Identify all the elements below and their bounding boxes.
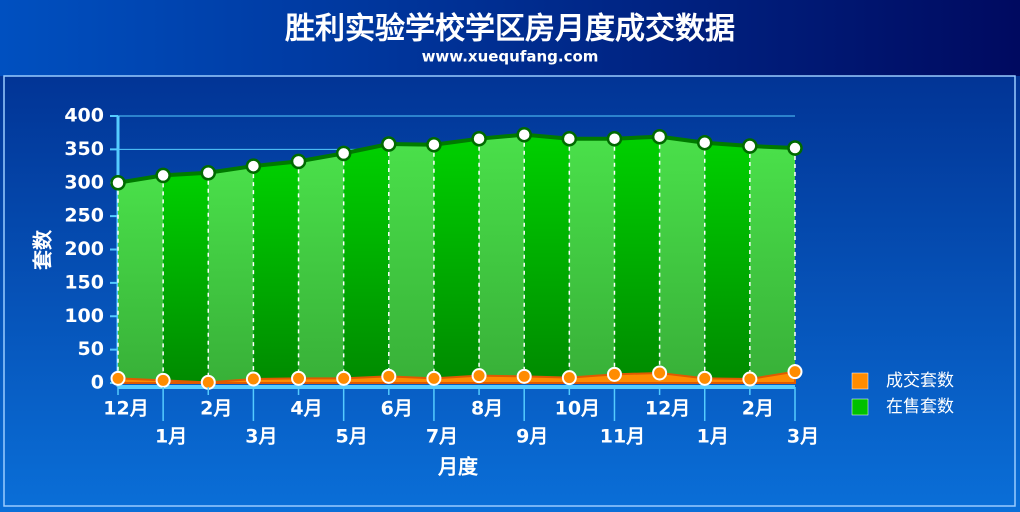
data-point xyxy=(155,167,171,184)
data-point xyxy=(516,368,532,384)
x-tick-label: 3月 xyxy=(245,426,277,448)
y-tick-label: 400 xyxy=(64,105,104,127)
data-point xyxy=(742,138,758,154)
data-point xyxy=(426,370,442,386)
data-point xyxy=(561,370,577,386)
data-point xyxy=(471,368,487,384)
data-point xyxy=(787,364,803,380)
y-axis-label: 套数 xyxy=(31,229,55,270)
area-band xyxy=(524,134,570,383)
y-tick-label: 350 xyxy=(64,138,104,160)
frame xyxy=(3,75,1016,507)
data-point xyxy=(200,374,216,390)
x-tick-label: 8月 xyxy=(471,398,503,420)
data-point xyxy=(516,126,532,143)
y-tick-label: 50 xyxy=(78,338,104,360)
data-point xyxy=(381,368,397,384)
area-band xyxy=(388,144,434,383)
area-band xyxy=(298,153,344,383)
data-point xyxy=(606,366,622,382)
x-tick-label: 1月 xyxy=(697,426,729,448)
data-point xyxy=(561,130,578,147)
area-band xyxy=(479,134,525,383)
area-band xyxy=(659,136,705,383)
series-line xyxy=(117,132,796,185)
data-point xyxy=(652,365,668,381)
x-tick-label: 6月 xyxy=(381,398,413,420)
x-tick-label: 3月 xyxy=(787,426,819,448)
data-point xyxy=(651,128,668,145)
x-tick-label: 11月 xyxy=(600,426,645,448)
area-band xyxy=(569,138,615,383)
area-band xyxy=(208,166,254,383)
data-point xyxy=(335,145,352,162)
data-point xyxy=(742,371,758,387)
data-point xyxy=(336,370,352,386)
x-axis-label: 月度 xyxy=(437,455,479,479)
y-tick-label: 250 xyxy=(64,205,104,227)
data-point xyxy=(155,372,171,388)
area-band xyxy=(749,146,795,383)
x-tick-label: 12月 xyxy=(103,398,148,420)
legend-swatch xyxy=(851,372,869,390)
x-tick-label: 10月 xyxy=(555,398,600,420)
x-tick-label: 2月 xyxy=(742,398,774,420)
data-point xyxy=(696,134,713,151)
data-point xyxy=(110,370,126,386)
data-point xyxy=(245,371,261,387)
data-point xyxy=(426,136,442,153)
data-point xyxy=(606,130,623,147)
data-point xyxy=(471,130,487,147)
x-tick-label: 9月 xyxy=(516,426,548,448)
legend-label: 在售套数 xyxy=(886,397,954,417)
area-band xyxy=(118,175,164,383)
data-point xyxy=(110,175,126,191)
y-tick-label: 0 xyxy=(91,372,104,394)
area-band xyxy=(704,142,750,383)
x-tick-label: 1月 xyxy=(155,426,187,448)
data-point xyxy=(697,370,713,386)
legend-swatch xyxy=(851,398,869,416)
legend-label: 成交套数 xyxy=(886,371,954,391)
chart-title: 胜利实验学校学区房月度成交数据 xyxy=(285,12,735,47)
y-tick-label: 100 xyxy=(64,305,104,327)
chart-subtitle: www.xuequfang.com xyxy=(422,48,599,66)
data-point xyxy=(245,158,262,174)
x-tick-label: 12月 xyxy=(645,398,690,420)
x-tick-label: 5月 xyxy=(336,426,368,448)
area-band xyxy=(253,161,299,383)
data-point xyxy=(200,164,217,181)
data-point xyxy=(381,136,397,152)
area-band xyxy=(163,172,209,383)
y-tick-label: 300 xyxy=(64,171,104,193)
data-point xyxy=(290,153,307,170)
data-point xyxy=(787,140,803,156)
x-tick-label: 4月 xyxy=(290,398,322,420)
x-tick-label: 2月 xyxy=(200,398,232,420)
y-tick-label: 200 xyxy=(64,238,104,260)
x-tick-label: 7月 xyxy=(426,426,458,448)
area-band xyxy=(433,138,480,383)
data-point xyxy=(291,370,307,386)
area-band xyxy=(343,144,389,383)
header xyxy=(0,0,1020,76)
area-band xyxy=(614,136,660,383)
y-tick-label: 150 xyxy=(64,271,104,293)
